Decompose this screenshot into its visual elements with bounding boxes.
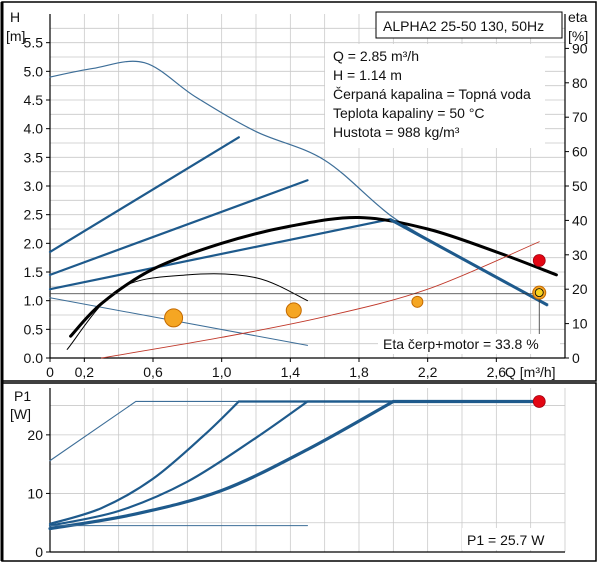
proportional-line — [48, 136, 240, 254]
y-tick-label: 1.5 — [24, 264, 44, 280]
info-head: H = 1.14 m — [333, 67, 402, 83]
p1-tick-label: 20 — [27, 427, 43, 443]
power-line — [48, 400, 541, 525]
chart-title-box — [375, 11, 563, 39]
proportional-line — [48, 218, 391, 291]
x-tick-label: 2,2 — [418, 364, 438, 380]
bep-marker — [164, 308, 184, 328]
x-tick-label: 0,6 — [143, 364, 163, 380]
power-label: P1 = 25.7 W — [467, 532, 545, 548]
info-block-bg — [325, 44, 545, 148]
y2-tick-label: 0 — [572, 350, 580, 366]
bottom-grid — [49, 388, 566, 553]
duty-curve-low-line — [66, 273, 308, 350]
y-tick-label: 4.0 — [24, 121, 44, 137]
x-axis-label: Q [m³/h] — [505, 364, 556, 380]
power-curves — [48, 395, 546, 531]
power-label-bg — [462, 528, 560, 550]
y-tick-label: 3.0 — [24, 178, 44, 194]
info-liquid: Čerpaná kapalina = Topná voda — [333, 86, 531, 102]
x-tick-label: 0,2 — [75, 364, 95, 380]
y-axis-label-h: H — [10, 9, 20, 25]
bep-marker — [411, 295, 424, 308]
duty-point-target — [534, 288, 544, 298]
power-duty-point-marker — [532, 395, 546, 408]
head-curves — [48, 60, 558, 359]
eta-label: Eta čerp+motor = 33.8 % — [383, 336, 539, 352]
x-tick-label: 1,4 — [281, 364, 301, 380]
y-tick-label: 0.5 — [24, 321, 44, 337]
y-tick-label: 5.5 — [24, 35, 44, 51]
y-tick-label: 0.0 — [24, 350, 44, 366]
x-tick-label: 1,8 — [349, 364, 369, 380]
power-line — [48, 399, 541, 531]
bep-marker — [285, 302, 302, 319]
y2-axis-label-eta: eta — [568, 9, 588, 25]
y2-tick-label: 20 — [572, 281, 588, 297]
info-density: Hustota = 988 kg/m³ — [333, 124, 460, 140]
y2-tick-label: 90 — [572, 40, 588, 56]
p1-tick-label: 0 — [35, 544, 43, 560]
y-tick-label: 5.0 — [24, 63, 44, 79]
eta-label-bg — [378, 334, 560, 354]
y-tick-label: 1.0 — [24, 293, 44, 309]
y2-tick-label: 30 — [572, 247, 588, 263]
y2-tick-label: 60 — [572, 144, 588, 160]
chart-title: ALPHA2 25-50 130, 50Hz — [383, 18, 544, 34]
max-curve-segment-line — [389, 217, 549, 307]
duty-curve-line — [69, 216, 558, 338]
y-axis-unit-m: [m] — [6, 28, 25, 44]
y-tick-label: 2.0 — [24, 235, 44, 251]
power-line — [48, 400, 541, 527]
y-tick-label: 3.5 — [24, 149, 44, 165]
info-temperature: Teplota kapaliny = 50 °C — [333, 105, 485, 121]
x-tick-label: 2,6 — [487, 364, 507, 380]
y2-tick-label: 10 — [572, 316, 588, 332]
info-flow: Q = 2.85 m³/h — [333, 48, 419, 64]
efficiency-line — [101, 241, 540, 359]
p1-tick-label: 10 — [27, 485, 43, 501]
y2-tick-label: 80 — [572, 75, 588, 91]
top-axis-ticks: 0.0 0.5 1.0 1.5 2.0 2.5 3.0 3.5 4.0 4.5 5.0 5.5 0 10 2… — [24, 35, 588, 380]
y2-tick-label: 40 — [572, 212, 588, 228]
y2-tick-label: 70 — [572, 109, 588, 125]
x-tick-label: 1,0 — [212, 364, 232, 380]
p1-axis-unit: [W] — [10, 406, 31, 422]
y2-tick-label: 50 — [572, 178, 588, 194]
duty-point-marker — [532, 254, 546, 267]
x-tick-label: 0 — [46, 364, 54, 380]
bottom-axis-ticks: 0 10 20 — [27, 427, 50, 560]
y2-axis-unit-pct: [%] — [568, 28, 588, 44]
p1-axis-label: P1 — [14, 388, 31, 404]
proportional-line — [48, 179, 309, 276]
y-tick-label: 2.5 — [24, 207, 44, 223]
y-tick-label: 4.5 — [24, 92, 44, 108]
